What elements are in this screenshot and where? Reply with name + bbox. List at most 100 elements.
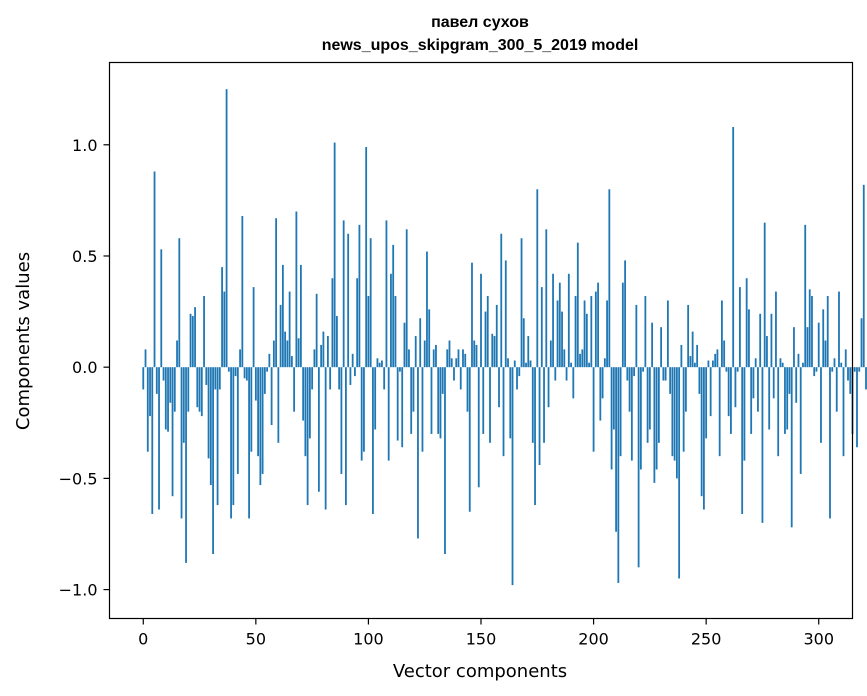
- bar-159: [500, 233, 503, 368]
- bar-158: [498, 367, 500, 408]
- bar-253: [712, 360, 714, 368]
- bar-34: [218, 367, 221, 390]
- bar-94: [354, 367, 356, 377]
- bar-270: [750, 367, 753, 434]
- bar-36: [223, 291, 226, 368]
- bar-252: [709, 367, 712, 417]
- bar-237: [675, 367, 678, 479]
- bar-95: [356, 278, 359, 368]
- bar-214: [624, 260, 626, 368]
- bar-30: [209, 367, 212, 486]
- bar-122: [417, 367, 419, 539]
- bar-10: [164, 367, 167, 430]
- bar-99: [365, 147, 368, 368]
- bar-154: [489, 367, 491, 443]
- bar-67: [293, 367, 296, 412]
- bar-141: [459, 367, 462, 390]
- bar-97: [360, 367, 363, 461]
- bar-313: [847, 367, 849, 381]
- bar-58: [272, 340, 275, 368]
- bar-306: [831, 367, 834, 372]
- bar-268: [745, 278, 748, 368]
- bar-304: [826, 296, 829, 368]
- bar-169: [522, 318, 525, 368]
- bar-37: [225, 89, 228, 368]
- y-axis: −1.0 −0.5 0.0 0.5 1.0: [59, 136, 110, 600]
- bar-220: [637, 367, 640, 568]
- bar-185: [558, 282, 561, 368]
- bar-92: [349, 367, 352, 385]
- bar-84: [331, 278, 334, 368]
- y-axis-label: Components values: [13, 252, 34, 430]
- bar-147: [473, 340, 476, 368]
- bar-251: [707, 360, 710, 368]
- x-tick-label: 0: [138, 630, 148, 649]
- bar-283: [779, 358, 782, 368]
- bar-28: [205, 367, 208, 385]
- bar-272: [754, 358, 757, 368]
- bar-209: [612, 367, 615, 430]
- bar-271: [752, 367, 755, 399]
- bar-182: [552, 273, 554, 368]
- bar-152: [484, 311, 487, 368]
- bar-244: [691, 331, 694, 368]
- bar-112: [394, 296, 397, 368]
- bar-145: [468, 367, 471, 512]
- bar-269: [748, 309, 750, 368]
- bar-215: [626, 367, 629, 381]
- bar-288: [790, 367, 793, 528]
- bar-27: [203, 296, 205, 368]
- bar-40: [232, 367, 235, 506]
- bar-170: [525, 362, 527, 368]
- bar-240: [682, 367, 685, 452]
- bar-74: [308, 367, 311, 439]
- bar-115: [401, 367, 404, 448]
- bar-218: [633, 367, 635, 377]
- bar-100: [367, 296, 370, 368]
- bar-183: [554, 367, 557, 381]
- bar-81: [324, 367, 327, 510]
- bar-321: [865, 367, 867, 390]
- bar-188: [565, 367, 568, 381]
- bar-144: [466, 367, 469, 412]
- bar-118: [408, 349, 410, 368]
- bar-196: [583, 300, 586, 368]
- bar-164: [511, 367, 514, 586]
- bar-53: [261, 367, 264, 474]
- bar-124: [421, 367, 424, 452]
- bar-287: [788, 367, 791, 394]
- bar-132: [439, 367, 442, 439]
- bar-273: [757, 367, 759, 412]
- bar-31: [212, 367, 214, 555]
- bar-266: [741, 367, 744, 514]
- x-tick-label: 150: [466, 630, 497, 649]
- bar-225: [648, 367, 651, 430]
- bar-184: [556, 300, 559, 368]
- bar-190: [570, 362, 572, 368]
- bar-107: [383, 367, 386, 390]
- bar-2: [146, 367, 149, 452]
- bar-233: [666, 300, 669, 368]
- bar-86: [336, 316, 338, 368]
- bar-238: [678, 367, 681, 579]
- x-tick-label: 250: [691, 630, 722, 649]
- bar-38: [227, 367, 230, 372]
- bar-73: [306, 367, 309, 506]
- bar-12: [169, 367, 172, 403]
- bar-82: [327, 336, 329, 368]
- bar-199: [590, 296, 593, 368]
- bar-146: [471, 262, 473, 368]
- bar-187: [563, 349, 566, 368]
- bar-262: [732, 127, 735, 368]
- bar-265: [739, 287, 741, 368]
- bar-179: [545, 229, 548, 368]
- bar-180: [547, 367, 550, 408]
- bar-157: [495, 304, 498, 368]
- bar-250: [705, 367, 708, 439]
- bar-207: [608, 189, 611, 368]
- bar-172: [529, 360, 532, 368]
- bar-284: [781, 362, 784, 368]
- bar-175: [536, 189, 539, 368]
- bar-120: [412, 367, 415, 412]
- bar-119: [410, 367, 413, 434]
